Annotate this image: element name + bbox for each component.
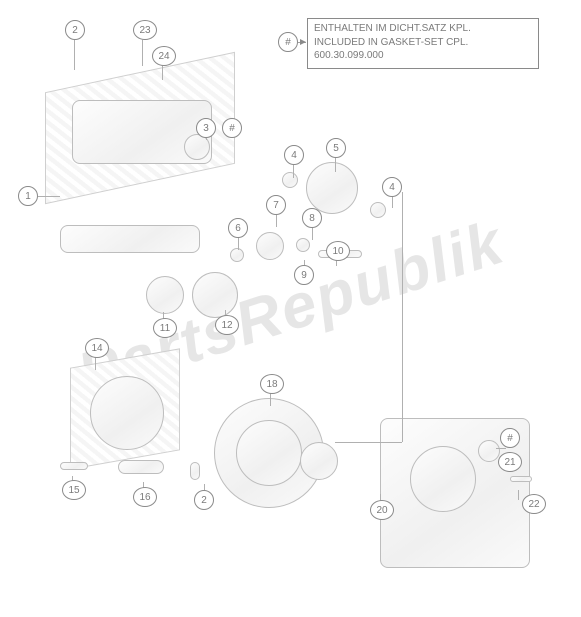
note-line-2: INCLUDED IN GASKET-SET CPL.: [314, 36, 532, 50]
callout-#: #: [500, 428, 520, 448]
leader-line: [335, 442, 402, 443]
note-line-3: 600.30.099.000: [314, 49, 532, 63]
callout-9: 9: [294, 265, 314, 285]
hash-indicator: #: [278, 32, 298, 52]
parts-diagram: PartsRepublik # ENTHALTEN IM DICHT.SATZ …: [0, 0, 581, 617]
part-sketch: [306, 162, 358, 214]
part-sketch: [296, 238, 310, 252]
part-sketch: [300, 442, 338, 480]
callout-22: 22: [522, 494, 546, 514]
part-sketch: [256, 232, 284, 260]
part-sketch: [60, 225, 200, 253]
callout-16: 16: [133, 487, 157, 507]
callout-11: 11: [153, 318, 177, 338]
callout-24: 24: [152, 46, 176, 66]
part-sketch: [370, 202, 386, 218]
leader-line: [142, 40, 143, 66]
part-sketch: [282, 172, 298, 188]
leader-line: [402, 192, 403, 442]
leader-line: [74, 40, 75, 70]
part-sketch: [60, 462, 88, 470]
callout-15: 15: [62, 480, 86, 500]
callout-4: 4: [382, 177, 402, 197]
callout-12: 12: [215, 315, 239, 335]
callout-21: 21: [498, 452, 522, 472]
callout-18: 18: [260, 374, 284, 394]
note-line-1: ENTHALTEN IM DICHT.SATZ KPL.: [314, 22, 532, 36]
leader-line: [335, 156, 336, 172]
hash-arrowhead: [300, 39, 306, 45]
callout-7: 7: [266, 195, 286, 215]
callout-5: 5: [326, 138, 346, 158]
part-sketch: [410, 446, 476, 512]
part-sketch: [478, 440, 500, 462]
leader-line: [312, 226, 313, 240]
leader-line: [238, 236, 239, 250]
callout-1: 1: [18, 186, 38, 206]
part-sketch: [146, 276, 184, 314]
leader-line: [95, 356, 96, 370]
leader-line: [496, 448, 506, 449]
gasket-set-note-box: ENTHALTEN IM DICHT.SATZ KPL. INCLUDED IN…: [307, 18, 539, 69]
callout-2: 2: [194, 490, 214, 510]
part-sketch: [192, 272, 238, 318]
part-sketch: [190, 462, 200, 480]
leader-line: [38, 196, 60, 197]
leader-line: [270, 392, 271, 406]
callout-#: #: [222, 118, 242, 138]
leader-line: [276, 213, 277, 227]
callout-4: 4: [284, 145, 304, 165]
callout-8: 8: [302, 208, 322, 228]
part-sketch: [230, 248, 244, 262]
callout-6: 6: [228, 218, 248, 238]
callout-23: 23: [133, 20, 157, 40]
callout-2: 2: [65, 20, 85, 40]
part-sketch: [236, 420, 302, 486]
callout-3: 3: [196, 118, 216, 138]
callout-14: 14: [85, 338, 109, 358]
callout-10: 10: [326, 241, 350, 261]
callout-20: 20: [370, 500, 394, 520]
part-sketch: [90, 376, 164, 450]
part-sketch: [510, 476, 532, 482]
leader-line: [518, 490, 519, 500]
part-sketch: [118, 460, 164, 474]
